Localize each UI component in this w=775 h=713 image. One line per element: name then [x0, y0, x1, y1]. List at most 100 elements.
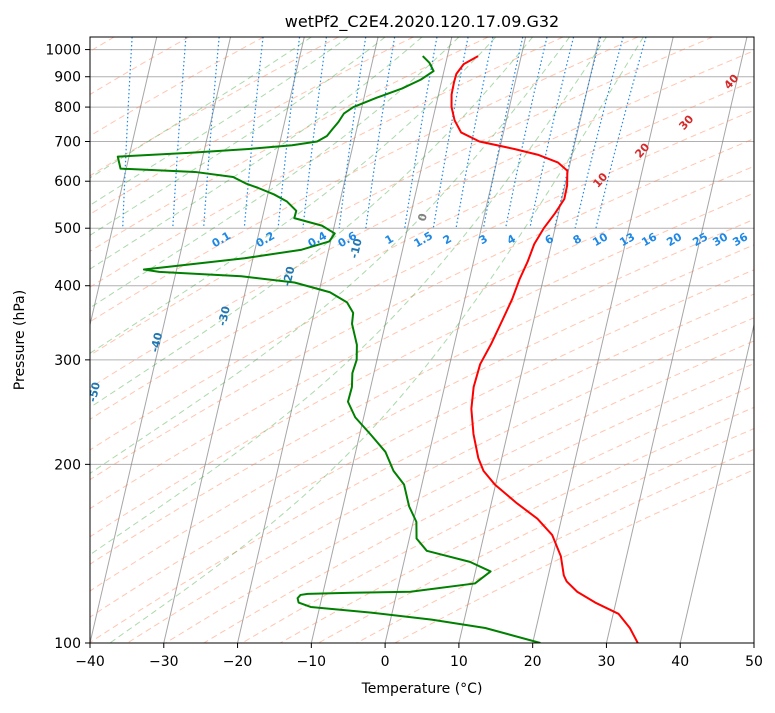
- isotherm-line: [0, 37, 9, 643]
- moist-adiabat-lines: [0, 37, 643, 643]
- isotherm-line: [164, 37, 305, 643]
- isotherm-label: -60: [22, 423, 39, 446]
- mixing-ratio-label: 36: [730, 230, 750, 249]
- y-tick-label: 900: [54, 70, 81, 86]
- mixing-ratio-line: [596, 37, 646, 228]
- dry-adiabat-line: [0, 37, 488, 643]
- y-tick-label: 100: [54, 636, 81, 652]
- y-axis-ticks: 100 200 300 400 500 600 700 800 900 1000: [45, 43, 90, 652]
- moist-adiabat-line: [0, 37, 348, 643]
- x-tick-label: −30: [149, 654, 179, 670]
- dewpoint-profile-line: [118, 56, 541, 643]
- dry-adiabat-line: [0, 37, 775, 643]
- mixing-ratio-label: 0.2: [254, 229, 277, 250]
- isotherm-label: -50: [86, 381, 103, 404]
- mixing-ratio-label: 0.1: [210, 229, 233, 250]
- mixing-ratio-label: 20: [664, 230, 684, 249]
- mixing-ratio-label: 30: [710, 230, 730, 249]
- dry-adiabat-line: [0, 37, 775, 643]
- isotherm-line: [680, 37, 775, 643]
- mixing-ratio-label: 2: [441, 232, 454, 247]
- dry-adiabat-line: [0, 37, 775, 643]
- dry-adiabat-label: 30: [676, 112, 696, 132]
- mixing-ratio-label: 8: [571, 232, 584, 247]
- x-tick-label: 30: [598, 654, 616, 670]
- y-tick-label: 300: [54, 353, 81, 369]
- mixing-ratio-label: 4: [505, 232, 518, 247]
- dry-adiabat-line: [0, 37, 775, 643]
- mixing-ratio-line: [405, 37, 437, 228]
- x-tick-label: −40: [75, 654, 105, 670]
- x-axis-label: Temperature (°C): [361, 681, 483, 697]
- mixing-ratio-line: [303, 37, 327, 228]
- x-tick-label: 10: [450, 654, 468, 670]
- moist-adiabat-line: [0, 37, 422, 643]
- y-axis-label: Pressure (hPa): [12, 290, 28, 390]
- isotherm-line: [606, 37, 747, 643]
- dry-adiabat-line: [0, 37, 339, 643]
- dry-adiabat-line: [0, 37, 775, 643]
- mixing-ratio-line: [123, 37, 132, 228]
- y-tick-label: 400: [54, 279, 81, 295]
- dry-adiabat-line: [319, 37, 775, 643]
- plot-frame: [90, 37, 754, 643]
- mixing-ratio-lines: [76, 37, 646, 228]
- y-tick-label: 700: [54, 134, 81, 150]
- isotherm-line: [385, 37, 526, 643]
- dry-adiabat-line: [0, 37, 775, 643]
- moist-adiabat-line: [0, 37, 459, 643]
- mixing-ratio-label: 16: [639, 230, 659, 249]
- x-tick-label: 40: [671, 654, 689, 670]
- dry-adiabat-lines: [0, 37, 775, 643]
- isotherm-line: [16, 37, 157, 643]
- dry-adiabat-line: [0, 37, 264, 643]
- mixing-ratio-label: 1.5: [412, 229, 435, 250]
- dry-adiabat-line: [0, 37, 563, 643]
- y-tick-label: 800: [54, 100, 81, 116]
- mixing-ratio-label: 25: [690, 230, 710, 249]
- y-tick-label: 600: [54, 174, 81, 190]
- mixing-ratio-line: [575, 37, 623, 228]
- x-tick-label: 20: [524, 654, 542, 670]
- isotherm-label: 0: [416, 212, 430, 223]
- isotherm-lines: [0, 37, 775, 643]
- isotherm-line: [754, 37, 775, 643]
- plot-area: -100-90-80-70-60-50-40-30-20-1000.10.20.…: [0, 37, 775, 643]
- mixing-ratio-line: [366, 37, 395, 228]
- moist-adiabat-line: [0, 37, 570, 643]
- moist-adiabat-line: [0, 37, 533, 643]
- y-tick-label: 1000: [45, 43, 81, 59]
- dry-adiabat-line: [0, 37, 775, 643]
- x-axis-ticks: −40 −30 −20 −10 0 10 20 30 40 50: [75, 643, 763, 670]
- mixing-ratio-line: [244, 37, 263, 228]
- chart-title: wetPf2_C2E4.2020.120.17.09.G32: [285, 12, 559, 32]
- mixing-ratio-line: [173, 37, 186, 228]
- x-tick-label: 0: [381, 654, 390, 670]
- dry-adiabat-label: 20: [632, 140, 652, 160]
- mixing-ratio-line: [339, 37, 366, 228]
- moist-adiabat-line: [0, 37, 606, 643]
- x-tick-label: −20: [223, 654, 253, 670]
- dry-adiabat-line: [395, 37, 775, 643]
- isotherm-label: -20: [280, 265, 297, 288]
- x-tick-label: −10: [297, 654, 327, 670]
- mixing-ratio-label: 13: [617, 230, 637, 249]
- x-tick-label: 50: [745, 654, 763, 670]
- mixing-ratio-line: [506, 37, 547, 228]
- dry-adiabat-label: 10: [590, 170, 610, 190]
- dry-adiabat-line: [0, 37, 413, 643]
- isotherm-line: [459, 37, 600, 643]
- moist-adiabat-line: [110, 37, 643, 643]
- dry-adiabat-line: [13, 37, 775, 643]
- isotherm-line: [533, 37, 674, 643]
- y-tick-label: 200: [54, 457, 81, 473]
- y-tick-label: 500: [54, 221, 81, 237]
- isotherm-label: -30: [216, 305, 233, 328]
- mixing-ratio-line: [76, 37, 82, 228]
- isotherm-label: -40: [148, 331, 165, 354]
- background-line-labels: -100-90-80-70-60-50-40-30-20-1000.10.20.…: [0, 72, 750, 639]
- mixing-ratio-label: 10: [590, 230, 610, 249]
- dry-adiabat-line: [0, 37, 638, 643]
